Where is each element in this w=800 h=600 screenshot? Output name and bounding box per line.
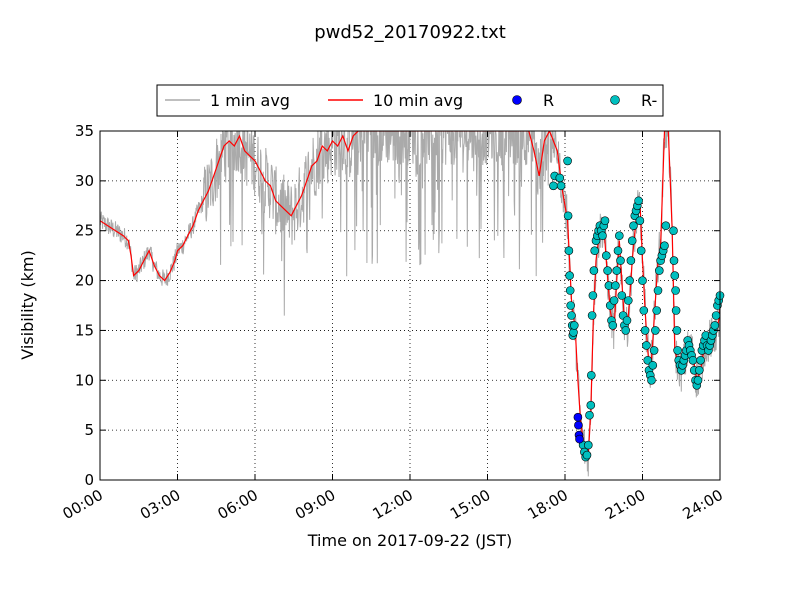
marker-r-minus xyxy=(616,256,625,265)
marker-r-minus xyxy=(652,306,662,315)
marker-r-minus xyxy=(688,355,698,365)
marker-r-minus xyxy=(638,276,647,285)
marker-r-minus xyxy=(651,326,660,335)
marker-r-minus xyxy=(556,181,566,191)
marker-r-minus xyxy=(669,226,678,235)
marker-r-minus xyxy=(635,216,645,225)
marker-r-minus xyxy=(625,276,634,285)
marker-r xyxy=(574,420,583,430)
marker-r-minus xyxy=(660,241,669,250)
y-axis-ticks: 0 5 10 15 20 25 30 35 xyxy=(75,122,720,489)
marker-r-minus xyxy=(621,326,631,335)
marker-r-minus xyxy=(671,286,680,295)
marker-r-minus xyxy=(586,400,596,410)
marker-r-minus xyxy=(648,360,658,370)
marker-r-minus xyxy=(613,246,623,255)
marker-r-minus xyxy=(600,216,610,225)
marker-r-minus xyxy=(710,321,720,330)
marker-r-minus xyxy=(566,301,576,310)
marker-r-minus xyxy=(598,231,607,240)
marker-r-minus xyxy=(647,375,656,385)
y-tick-label: 0 xyxy=(84,471,94,489)
marker-r-minus xyxy=(634,196,643,206)
marker-r-minus xyxy=(617,291,627,300)
marker-r-minus xyxy=(696,355,705,365)
marker-r-minus xyxy=(649,346,659,355)
marker-r-minus xyxy=(640,326,650,335)
marker-r-minus xyxy=(693,375,703,385)
marker-r xyxy=(575,434,584,444)
marker-r-minus xyxy=(608,321,618,330)
legend-swatch xyxy=(512,95,522,105)
marker-r-minus xyxy=(582,450,592,460)
marker-r-minus xyxy=(612,266,622,275)
marker-r-minus xyxy=(694,365,704,375)
marker-r xyxy=(573,412,583,422)
marker-r-minus xyxy=(654,266,664,275)
marker-r-minus xyxy=(670,271,680,280)
marker-r-minus xyxy=(611,281,620,290)
legend: 1 min avg 10 min avg R R- xyxy=(156,84,664,117)
marker-r-minus xyxy=(549,181,558,191)
legend-label: 1 min avg xyxy=(210,91,290,110)
marker-r-minus xyxy=(563,211,573,221)
y-tick-label: 20 xyxy=(75,272,94,290)
marker-r-minus xyxy=(565,271,574,280)
legend-label: 10 min avg xyxy=(373,91,463,110)
marker-series xyxy=(549,156,725,462)
marker-r-minus xyxy=(586,370,596,380)
marker-r-minus xyxy=(587,311,597,320)
marker-r-minus xyxy=(643,355,653,365)
marker-r-minus xyxy=(590,246,600,255)
marker-r-minus xyxy=(588,291,598,300)
marker-r-minus xyxy=(623,296,633,305)
marker-r-minus xyxy=(671,306,681,315)
y-tick-label: 25 xyxy=(75,222,94,240)
marker-r-minus xyxy=(609,296,619,305)
marker-r-minus xyxy=(603,266,612,275)
marker-r-minus xyxy=(661,221,671,230)
marker-r-minus xyxy=(627,236,637,245)
marker-r-minus xyxy=(565,286,575,295)
chart-title: pwd52_20170922.txt xyxy=(314,22,506,43)
y-tick-label: 30 xyxy=(75,172,94,190)
y-axis-label: Visibility (km) xyxy=(18,250,37,359)
marker-r-minus xyxy=(642,341,651,350)
legend-label: R xyxy=(543,91,554,110)
marker-r-minus xyxy=(567,311,576,320)
marker-r-minus xyxy=(614,231,624,240)
marker-r-minus xyxy=(639,306,649,315)
marker-r-minus xyxy=(629,221,638,230)
marker-r-minus xyxy=(673,346,682,355)
marker-r-minus xyxy=(589,266,599,275)
marker-r-minus xyxy=(622,316,632,325)
marker-r-minus xyxy=(653,286,663,295)
marker-r-minus xyxy=(569,321,579,330)
legend-label: R- xyxy=(641,91,657,110)
marker-r-minus xyxy=(555,173,565,183)
y-tick-label: 35 xyxy=(75,122,94,140)
marker-r-minus xyxy=(585,410,594,420)
marker-r-minus xyxy=(563,156,572,166)
marker-r-minus xyxy=(601,251,611,260)
marker-r-minus xyxy=(711,311,721,320)
marker-r-minus xyxy=(583,440,593,450)
x-axis-label: Time on 2017-09-22 (JST) xyxy=(307,531,512,550)
y-tick-label: 5 xyxy=(84,421,94,439)
y-tick-label: 15 xyxy=(75,321,94,339)
marker-r-minus xyxy=(626,256,636,265)
marker-r-minus xyxy=(636,246,646,255)
marker-r-minus xyxy=(564,246,574,255)
legend-swatch xyxy=(610,95,620,105)
y-tick-label: 10 xyxy=(75,371,94,389)
marker-r-minus xyxy=(669,256,679,265)
marker-r-minus xyxy=(672,326,682,335)
legend-box xyxy=(156,84,664,117)
